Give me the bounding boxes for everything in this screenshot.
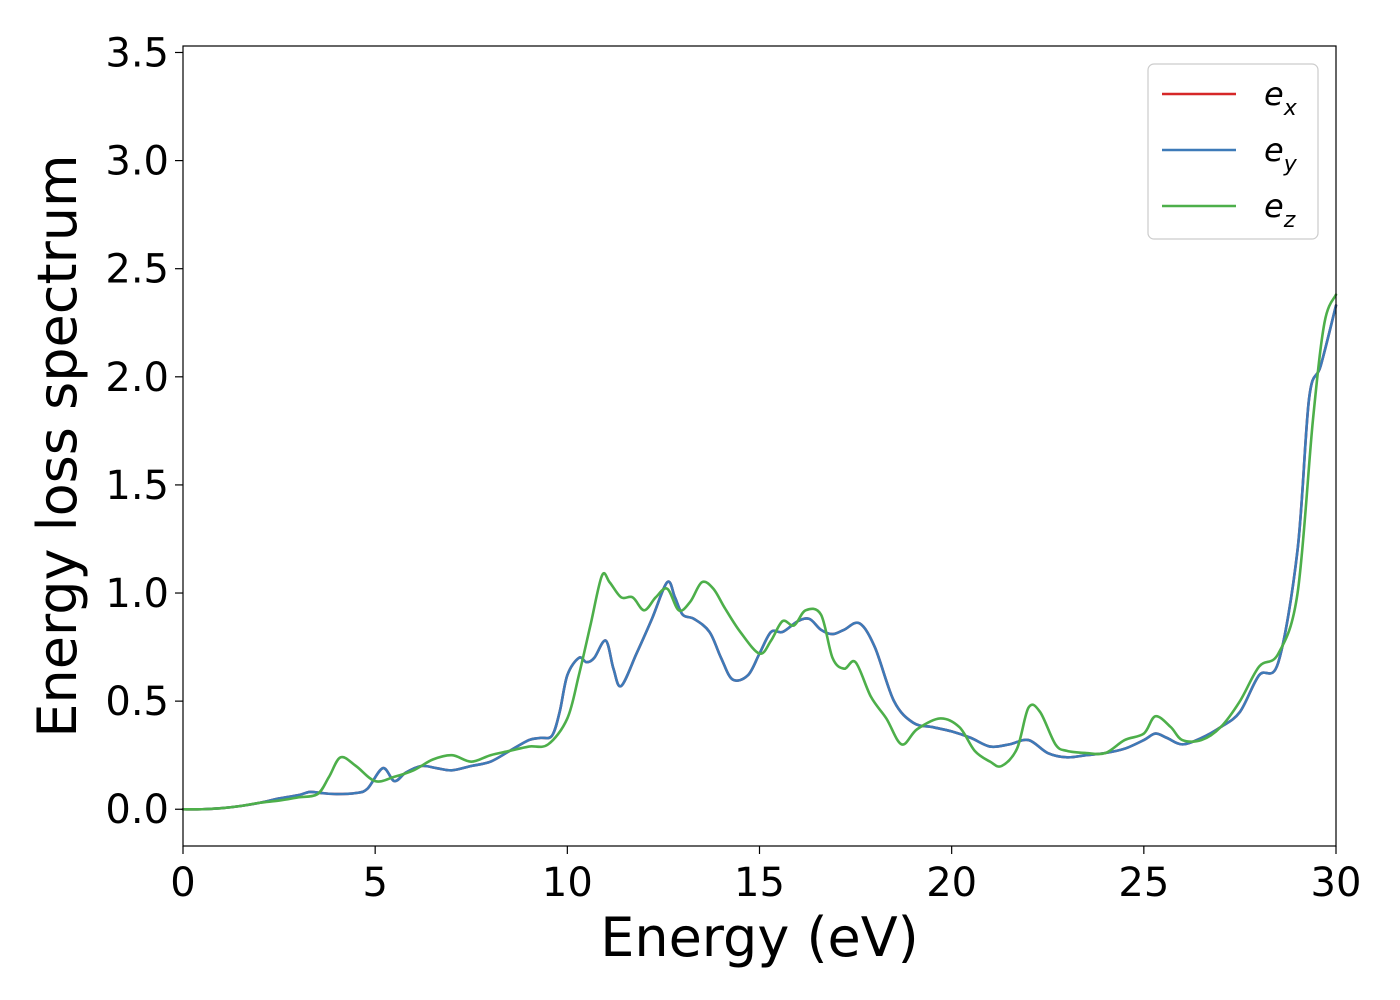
x-tick-label: 10 (542, 860, 593, 906)
legend-label-base: e (1264, 187, 1284, 225)
series-line-z (181, 293, 1338, 811)
x-tick-label: 0 (170, 860, 195, 906)
legend-label-x: ex (1264, 75, 1298, 121)
legend-label-subscript: y (1283, 152, 1298, 177)
plot-area (183, 46, 1336, 846)
series-line-y (181, 304, 1338, 811)
y-tick-label: 1.0 (105, 571, 169, 617)
legend-label-y: ey (1264, 131, 1298, 177)
x-tick-label: 25 (1118, 860, 1169, 906)
legend-label-subscript: z (1283, 208, 1296, 233)
x-tick-label: 5 (362, 860, 387, 906)
x-axis-label: Energy (eV) (600, 906, 919, 969)
y-axis-ticks: 0.0 0.5 1.0 1.5 2.0 2.5 3.0 3.5 (105, 30, 183, 833)
legend-label-subscript: x (1283, 96, 1298, 121)
y-tick-label: 1.5 (105, 463, 169, 509)
legend-box (1147, 63, 1319, 240)
series-layer (181, 293, 1338, 811)
legend-label-base: e (1264, 131, 1284, 169)
y-tick-label: 2.5 (105, 247, 169, 293)
y-tick-label: 0.5 (105, 679, 169, 725)
x-tick-label: 30 (1311, 860, 1362, 906)
legend-label-base: e (1264, 75, 1284, 113)
x-tick-label: 15 (734, 860, 785, 906)
y-tick-label: 3.5 (105, 30, 169, 76)
x-tick-label: 20 (926, 860, 977, 906)
y-tick-label: 3.0 (105, 139, 169, 185)
x-axis-ticks: 0 5 10 15 20 25 30 (170, 846, 1361, 906)
y-tick-label: 2.0 (105, 355, 169, 401)
legend-label-z: ez (1264, 187, 1296, 233)
y-tick-label: 0.0 (105, 787, 169, 833)
y-axis-label: Energy loss spectrum (26, 154, 89, 737)
